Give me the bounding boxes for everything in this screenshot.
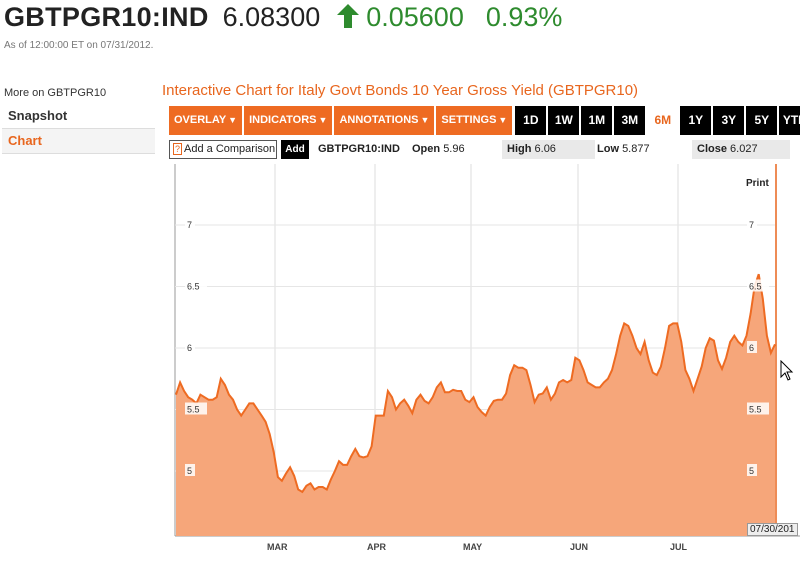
- yield-chart[interactable]: 5 5 5.5 5.5 6 6 6.5 6.5 7 7 MAR APR MAY JUN JUL: [169, 164, 800, 565]
- x-tick-label: MAR: [267, 542, 288, 552]
- indicators-menu-label: INDICATORS: [249, 114, 317, 126]
- x-tick-label: JUN: [570, 542, 588, 552]
- caret-down-icon: ▼: [498, 115, 508, 125]
- x-tick-label: MAY: [463, 542, 482, 552]
- ticker-symbol: GBTPGR10:IND: [4, 2, 209, 32]
- y-tick-label-left: 5.5: [187, 405, 200, 415]
- comparison-row: ? Add a Comparison Add GBTPGR10:IND Open …: [169, 140, 790, 160]
- tick-label-bg: [747, 279, 769, 292]
- tick-label-bg: [185, 464, 195, 476]
- close-value: 6.027: [730, 143, 758, 155]
- crosshair-date-label: 07/30/201: [747, 523, 798, 536]
- period-3m-button[interactable]: 3M: [614, 106, 646, 135]
- settings-menu-label: SETTINGS: [441, 114, 497, 126]
- close-stat: Close 6.027: [692, 140, 790, 159]
- open-value: 5.96: [443, 143, 465, 155]
- close-label: Close: [697, 143, 727, 155]
- y-tick-label-right: 5: [749, 466, 754, 476]
- tick-label-bg: [747, 464, 757, 476]
- open-stat: Open 5.96: [412, 140, 496, 159]
- y-tick-label-left: 7: [187, 220, 192, 230]
- high-value: 6.06: [534, 143, 556, 155]
- low-value: 5.877: [622, 143, 650, 155]
- y-tick-label-right: 5.5: [749, 405, 762, 415]
- y-tick-label-right: 6: [749, 343, 754, 353]
- add-comparison-button[interactable]: Add: [281, 140, 309, 159]
- tick-label-bg: [747, 341, 757, 353]
- period-1w-button[interactable]: 1W: [548, 106, 580, 135]
- mouse-pointer-icon: [780, 360, 794, 381]
- x-tick-label: APR: [367, 542, 387, 552]
- settings-menu-button[interactable]: SETTINGS ▼: [436, 106, 513, 135]
- sidebar-item-chart[interactable]: Chart: [2, 129, 155, 154]
- caret-down-icon: ▼: [318, 115, 328, 125]
- tick-label-bg: [185, 402, 207, 415]
- period-1d-button[interactable]: 1D: [515, 106, 547, 135]
- caret-down-icon: ▼: [228, 115, 238, 125]
- more-on-heading: More on GBTPGR10: [4, 87, 107, 99]
- quote-header: GBTPGR10:IND 6.08300 0.05600 0.93%: [4, 2, 562, 36]
- price-change: 0.05600: [366, 2, 464, 32]
- period-selector: 1D 1W 1M 3M 6M 1Y 3Y 5Y YTD: [515, 106, 800, 135]
- help-icon[interactable]: ?: [173, 143, 183, 155]
- up-arrow-icon: [336, 3, 360, 29]
- tick-label-bg: [747, 218, 757, 230]
- caret-down-icon: ▼: [420, 115, 430, 125]
- last-price: 6.08300: [222, 2, 321, 32]
- high-stat: High 6.06: [502, 140, 595, 159]
- tick-label-bg: [185, 218, 195, 230]
- low-label: Low: [597, 143, 619, 155]
- y-tick-label-right: 7: [749, 220, 754, 230]
- y-tick-label-left: 6.5: [187, 282, 200, 292]
- period-5y-button[interactable]: 5Y: [746, 106, 778, 135]
- series-line: [175, 273, 776, 494]
- tick-label-bg: [185, 341, 195, 353]
- annotations-menu-button[interactable]: ANNOTATIONS ▼: [334, 106, 435, 135]
- comparison-input[interactable]: ? Add a Comparison: [169, 140, 277, 159]
- period-3y-button[interactable]: 3Y: [713, 106, 745, 135]
- low-stat: Low 5.877: [597, 140, 685, 159]
- overlay-menu-button[interactable]: OVERLAY ▼: [169, 106, 243, 135]
- period-6m-button[interactable]: 6M: [647, 106, 679, 135]
- high-label: High: [507, 143, 532, 155]
- x-tick-label: JUL: [670, 542, 688, 552]
- price-change-percent: 0.93%: [485, 2, 563, 32]
- indicators-menu-button[interactable]: INDICATORS ▼: [244, 106, 333, 135]
- tick-label-bg: [185, 279, 207, 292]
- annotations-menu-label: ANNOTATIONS: [339, 114, 419, 126]
- comparison-placeholder: Add a Comparison: [184, 143, 276, 155]
- period-ytd-button[interactable]: YTD: [779, 106, 800, 135]
- period-1m-button[interactable]: 1M: [581, 106, 613, 135]
- y-tick-label-left: 6: [187, 343, 192, 353]
- y-tick-label-left: 5: [187, 466, 192, 476]
- tick-label-bg: [747, 402, 769, 415]
- series-symbol: GBTPGR10:IND: [318, 143, 400, 155]
- chart-title: Interactive Chart for Italy Govt Bonds 1…: [162, 82, 639, 99]
- overlay-menu-label: OVERLAY: [174, 114, 227, 126]
- sidebar-item-snapshot[interactable]: Snapshot: [2, 104, 155, 129]
- chart-area[interactable]: 5 5 5.5 5.5 6 6 6.5 6.5 7 7 MAR APR MAY JUN JUL Print…: [169, 164, 800, 565]
- chart-toolbar: OVERLAY ▼ INDICATORS ▼ ANNOTATIONS ▼ SETTIN…: [169, 106, 800, 135]
- as-of-timestamp: As of 12:00:00 ET on 07/31/2012.: [4, 40, 154, 51]
- period-1y-button[interactable]: 1Y: [680, 106, 712, 135]
- open-label: Open: [412, 143, 441, 155]
- print-link[interactable]: Print: [746, 178, 769, 189]
- series-area: [176, 274, 775, 536]
- y-tick-label-right: 6.5: [749, 282, 762, 292]
